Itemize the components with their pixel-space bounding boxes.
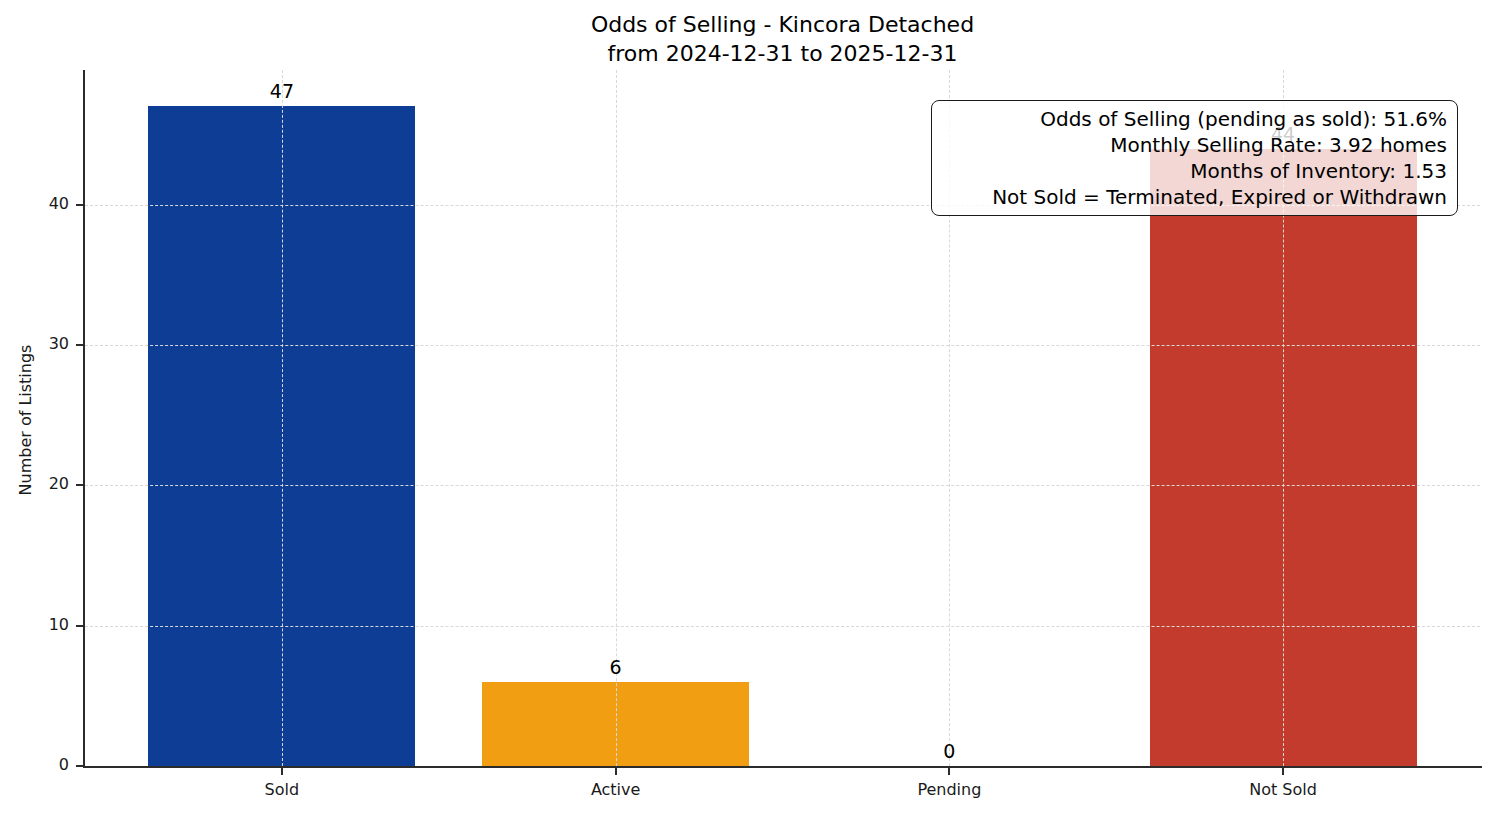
annotation-box: Odds of Selling (pending as sold): 51.6%… — [931, 100, 1458, 216]
x-axis-tick — [948, 768, 950, 775]
chart-title: Odds of Selling - Kincora Detached from … — [85, 10, 1480, 68]
x-tick-label-pending: Pending — [839, 780, 1059, 799]
bar-value-label: 6 — [556, 656, 676, 678]
y-axis-tick — [76, 204, 83, 206]
chart-title-line2: from 2024-12-31 to 2025-12-31 — [85, 39, 1480, 68]
y-axis-tick — [76, 344, 83, 346]
gridline-horizontal — [85, 345, 1480, 346]
y-tick-label: 40 — [23, 194, 69, 213]
y-axis-tick — [76, 625, 83, 627]
annotation-monthly-selling-rate: Monthly Selling Rate: 3.92 homes — [942, 132, 1447, 158]
y-axis-tick — [76, 484, 83, 486]
y-tick-label: 10 — [23, 615, 69, 634]
y-tick-label: 20 — [23, 474, 69, 493]
y-axis-spine — [83, 70, 85, 768]
gridline-horizontal — [85, 485, 1480, 486]
x-tick-label-not-sold: Not Sold — [1173, 780, 1393, 799]
x-tick-label-sold: Sold — [172, 780, 392, 799]
y-tick-label: 0 — [23, 755, 69, 774]
annotation-not-sold-definition: Not Sold = Terminated, Expired or Withdr… — [942, 184, 1447, 210]
gridline-horizontal — [85, 626, 1480, 627]
y-axis-tick — [76, 765, 83, 767]
x-axis-spine — [83, 766, 1482, 768]
bar-value-label: 0 — [889, 740, 1009, 762]
annotation-months-of-inventory: Months of Inventory: 1.53 — [942, 158, 1447, 184]
x-tick-label-active: Active — [506, 780, 726, 799]
x-axis-tick — [615, 768, 617, 775]
chart-figure: Odds of Selling - Kincora Detached from … — [0, 0, 1494, 816]
bar-value-label: 47 — [222, 80, 342, 102]
gridline-vertical — [282, 70, 283, 766]
chart-title-line1: Odds of Selling - Kincora Detached — [85, 10, 1480, 39]
annotation-odds-of-selling: Odds of Selling (pending as sold): 51.6% — [942, 106, 1447, 132]
y-axis-title-text: Number of Listings — [16, 345, 35, 496]
x-axis-tick — [281, 768, 283, 775]
y-tick-label: 30 — [23, 334, 69, 353]
x-axis-tick — [1282, 768, 1284, 775]
